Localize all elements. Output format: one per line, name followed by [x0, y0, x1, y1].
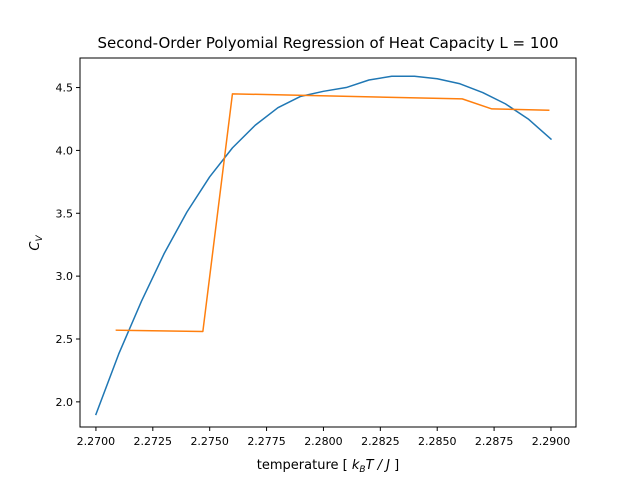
x-tick-label: 2.2875 — [475, 435, 514, 448]
y-axis-label: CV — [28, 235, 45, 251]
x-axis-label-suffix: ] — [390, 458, 399, 473]
x-axis-label-prefix: temperature [ — [257, 458, 352, 473]
x-tick-label: 2.2900 — [532, 435, 571, 448]
x-tick-label: 2.2800 — [304, 435, 343, 448]
x-axis-label: temperature [ kBT / J ] — [257, 458, 399, 475]
series-line-fit — [94, 75, 553, 416]
x-tick-label: 2.2825 — [361, 435, 400, 448]
x-tick-label: 2.2850 — [418, 435, 457, 448]
y-tick-label: 3.0 — [56, 270, 74, 283]
chart-title: Second-Order Polyomial Regression of Hea… — [97, 34, 558, 52]
x-axis-label-k-sub: B — [359, 465, 365, 475]
y-axis-label-sub: V — [35, 235, 45, 242]
plot-frame — [79, 57, 577, 428]
x-tick-label: 2.2725 — [134, 435, 173, 448]
x-axis-label-k: k — [352, 458, 360, 473]
x-axis-label-rest: T / J — [366, 458, 391, 473]
y-axis-label-main: C — [28, 241, 43, 251]
series-line-data — [115, 93, 550, 333]
y-tick-label: 4.0 — [56, 144, 74, 157]
x-tick-label: 2.2775 — [247, 435, 286, 448]
y-tick-label: 2.5 — [56, 333, 74, 346]
y-tick-label: 4.5 — [56, 82, 74, 95]
x-tick-label: 2.2700 — [77, 435, 116, 448]
y-tick-label: 2.0 — [56, 396, 74, 409]
y-tick-label: 3.5 — [56, 207, 74, 220]
x-tick-label: 2.2750 — [190, 435, 229, 448]
